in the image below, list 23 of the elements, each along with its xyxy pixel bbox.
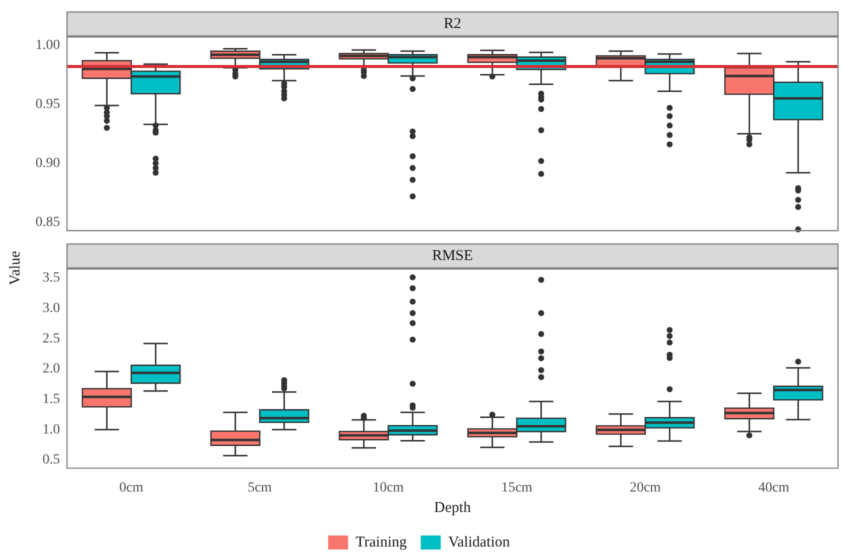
legend-label: Validation xyxy=(448,534,510,550)
y-tick-label: 3.5 xyxy=(42,270,60,286)
y-tick-label: 1.0 xyxy=(42,422,60,438)
y-tick-label: 0.90 xyxy=(36,156,60,171)
y-tick-label: 3.0 xyxy=(42,300,60,316)
x-tick-label: 0cm xyxy=(119,480,144,496)
y-tick-label: 2.0 xyxy=(42,362,60,377)
x-tick-label: 20cm xyxy=(630,480,661,496)
x-tick-label: 10cm xyxy=(372,480,404,496)
y-axis-title: Value xyxy=(8,250,24,286)
x-tick-label: 15cm xyxy=(501,480,532,496)
chart-title: R2 xyxy=(444,16,462,32)
y-tick-label: 0.85 xyxy=(36,215,60,230)
y-tick-label: 0.95 xyxy=(36,96,60,112)
x-tick-label: 40cm xyxy=(758,480,790,496)
y-tick-label: 1.00 xyxy=(36,38,60,53)
y-tick-label: 2.5 xyxy=(42,331,60,346)
x-axis-title: Depth xyxy=(434,500,472,516)
legend-label: Training xyxy=(356,534,408,550)
y-tick-label: 0.5 xyxy=(42,452,60,468)
y-tick-label: 1.5 xyxy=(42,392,60,407)
chart-title: RMSE xyxy=(432,248,473,264)
x-tick-label: 5cm xyxy=(248,480,272,496)
